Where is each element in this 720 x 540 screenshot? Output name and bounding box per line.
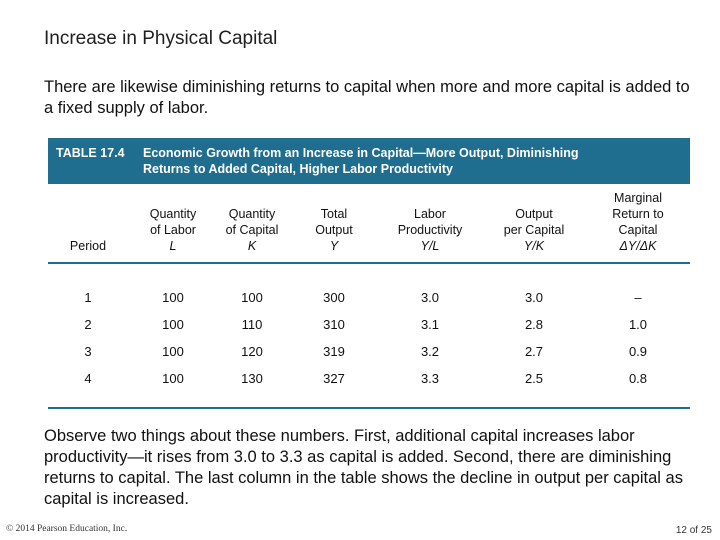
table-cell: 0.8 (628, 371, 648, 386)
observation-paragraph: Observe two things about these numbers. … (44, 427, 683, 508)
column-header: Labor Productivity Y/L (380, 206, 480, 254)
table-label: TABLE 17.4 (56, 146, 125, 160)
column-header: Period (53, 238, 123, 254)
column-header-line: Labor (414, 207, 446, 221)
table-cell: 319 (323, 344, 345, 359)
table-cell: 100 (162, 290, 184, 305)
table-cell: 100 (241, 290, 263, 305)
table-cell: 3.2 (420, 344, 440, 359)
column-header: Quantity of Labor L (133, 206, 213, 254)
column-header-symbol: Y/L (420, 239, 440, 253)
table-cell: 1 (84, 290, 92, 305)
table-cell: 300 (323, 290, 345, 305)
table-cell: 100 (162, 317, 184, 332)
column-header-line: Quantity (228, 207, 276, 221)
table-cell: 2.5 (524, 371, 544, 386)
table-cell: 3.3 (420, 371, 440, 386)
table-title-line-1: Economic Growth from an Increase in Capi… (143, 146, 579, 160)
column-header-line: Return to (612, 207, 664, 221)
column-header-line: Period (69, 239, 107, 253)
column-header-symbol: Y (329, 239, 339, 253)
table-cell: 2 (84, 317, 92, 332)
table-bottom-rule (48, 407, 690, 409)
column-header: Total Output Y (294, 206, 374, 254)
table-cell: – (634, 290, 642, 305)
slide-title: Increase in Physical Capital (44, 28, 278, 49)
column-header-symbol: Y/K (523, 239, 545, 253)
table-cell: 310 (323, 317, 345, 332)
column-header-line: Output (315, 223, 353, 237)
column-header-line: Quantity (149, 207, 197, 221)
table-column-headers: Period Quantity of Labor L Quantity of Capita… (48, 186, 690, 264)
copyright-text: © 2014 Pearson Education, Inc. (6, 524, 128, 534)
column-header-line: Productivity (397, 223, 463, 237)
table-row: 4 100 130 327 3.3 2.5 0.8 (48, 366, 690, 393)
table-cell: 327 (323, 371, 345, 386)
column-header-line: Capital (618, 223, 658, 237)
intro-paragraph: There are likewise diminishing returns t… (44, 78, 690, 117)
column-header-symbol: K (247, 239, 257, 253)
column-header-line: Marginal (614, 191, 662, 205)
table-caption: TABLE 17.4 Economic Growth from an Incre… (48, 138, 690, 184)
column-header-line: of Labor (150, 223, 196, 237)
table-cell: 0.9 (628, 344, 648, 359)
table-body: 1 100 100 300 3.0 3.0 – 2 100 110 310 3.1 2.8 1.0 3 100… (48, 285, 690, 393)
table-row: 3 100 120 319 3.2 2.7 0.9 (48, 339, 690, 366)
column-header-symbol: L (169, 239, 177, 253)
table-cell: 3.0 (524, 290, 544, 305)
table-cell: 1.0 (628, 317, 648, 332)
table-cell: 4 (84, 371, 92, 386)
table-title-line-2: Returns to Added Capital, Higher Labor P… (143, 162, 453, 176)
column-header: Marginal Return to Capital ΔY/ΔK (593, 190, 683, 254)
table-cell: 2.7 (524, 344, 544, 359)
table-cell: 100 (162, 371, 184, 386)
column-header-symbol: ΔY/ΔK (619, 239, 657, 253)
table-cell: 3 (84, 344, 92, 359)
column-header-line: Total (320, 207, 348, 221)
table-cell: 110 (241, 317, 263, 332)
table-cell: 130 (241, 371, 263, 386)
table-cell: 100 (162, 344, 184, 359)
table-row: 1 100 100 300 3.0 3.0 – (48, 285, 690, 312)
column-header-line: of Capital (225, 223, 279, 237)
column-header-line: per Capital (503, 223, 565, 237)
slide-number: 12 of 25 (675, 525, 712, 536)
column-header: Output per Capital Y/K (484, 206, 584, 254)
column-header-line: Output (515, 207, 553, 221)
table-row: 2 100 110 310 3.1 2.8 1.0 (48, 312, 690, 339)
table-cell: 2.8 (524, 317, 544, 332)
table-cell: 3.1 (420, 317, 440, 332)
table-cell: 120 (241, 344, 263, 359)
table-cell: 3.0 (420, 290, 440, 305)
column-header: Quantity of Capital K (212, 206, 292, 254)
